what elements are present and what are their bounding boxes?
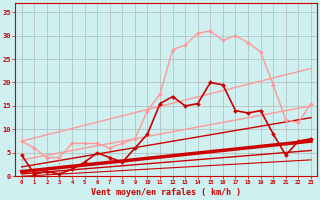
X-axis label: Vent moyen/en rafales ( km/h ): Vent moyen/en rafales ( km/h )	[91, 188, 241, 197]
